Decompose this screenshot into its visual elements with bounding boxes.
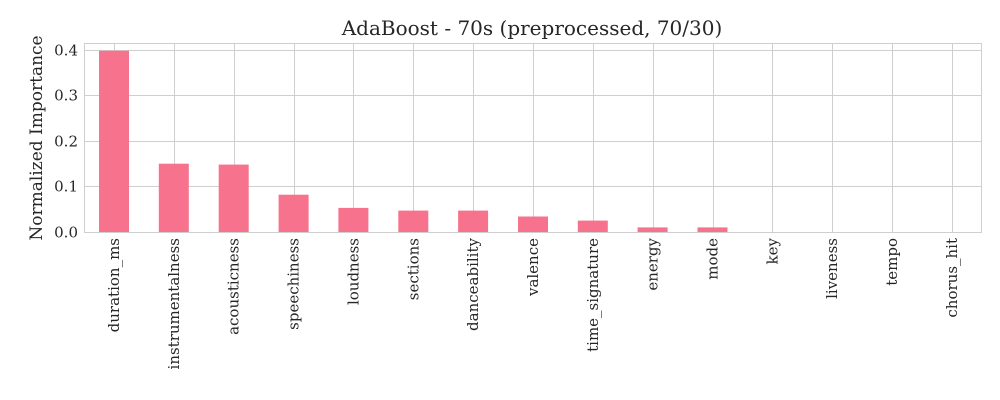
y-tick-label: 0.1: [54, 178, 78, 196]
bar-instrumentalness: [158, 163, 189, 232]
chart-title: AdaBoost - 70s (preprocessed, 70/30): [341, 16, 723, 40]
x-tick-label: mode: [704, 238, 722, 280]
x-tick-label: chorus_hit: [943, 238, 961, 318]
x-tick-label: time_signature: [584, 238, 602, 352]
x-tick-label: tempo: [883, 238, 901, 286]
bar-time-signature: [577, 220, 608, 232]
bar-loudness: [338, 207, 369, 232]
x-tick-label: speechiness: [285, 238, 303, 330]
bar-speechiness: [278, 194, 309, 232]
x-tick-label: key: [763, 237, 781, 264]
bar-energy: [637, 227, 668, 232]
x-tick-label: energy: [644, 237, 662, 290]
plot-frame: [84, 43, 982, 233]
x-tick-label: instrumentalness: [165, 238, 183, 369]
bar-mode: [697, 227, 728, 232]
x-tick-label: loudness: [344, 238, 362, 305]
x-tick-label: valence: [524, 238, 542, 297]
y-tick-labels: 0.0 0.1 0.2 0.3 0.4: [54, 42, 78, 242]
x-tick-label: sections: [404, 238, 422, 300]
y-tick-label: 0.0: [54, 224, 78, 242]
bar-duration-ms: [99, 50, 129, 233]
x-tick-label: liveness: [823, 238, 841, 299]
bar-sections: [398, 210, 429, 232]
bar-acousticness: [218, 164, 249, 232]
x-tick-label: danceability: [464, 237, 482, 330]
bars: [99, 50, 728, 233]
y-tick-label: 0.2: [54, 133, 78, 151]
y-tick-label: 0.4: [54, 42, 78, 60]
x-tick-labels: duration_ms instrumentalness acousticness s…: [105, 237, 961, 369]
y-tick-label: 0.3: [54, 87, 78, 105]
bar-valence: [518, 216, 548, 232]
x-tick-label: acousticness: [225, 238, 243, 335]
y-axis-label: Normalized Importance: [27, 35, 47, 240]
bar-danceability: [458, 210, 489, 232]
x-tick-label: duration_ms: [105, 238, 123, 332]
